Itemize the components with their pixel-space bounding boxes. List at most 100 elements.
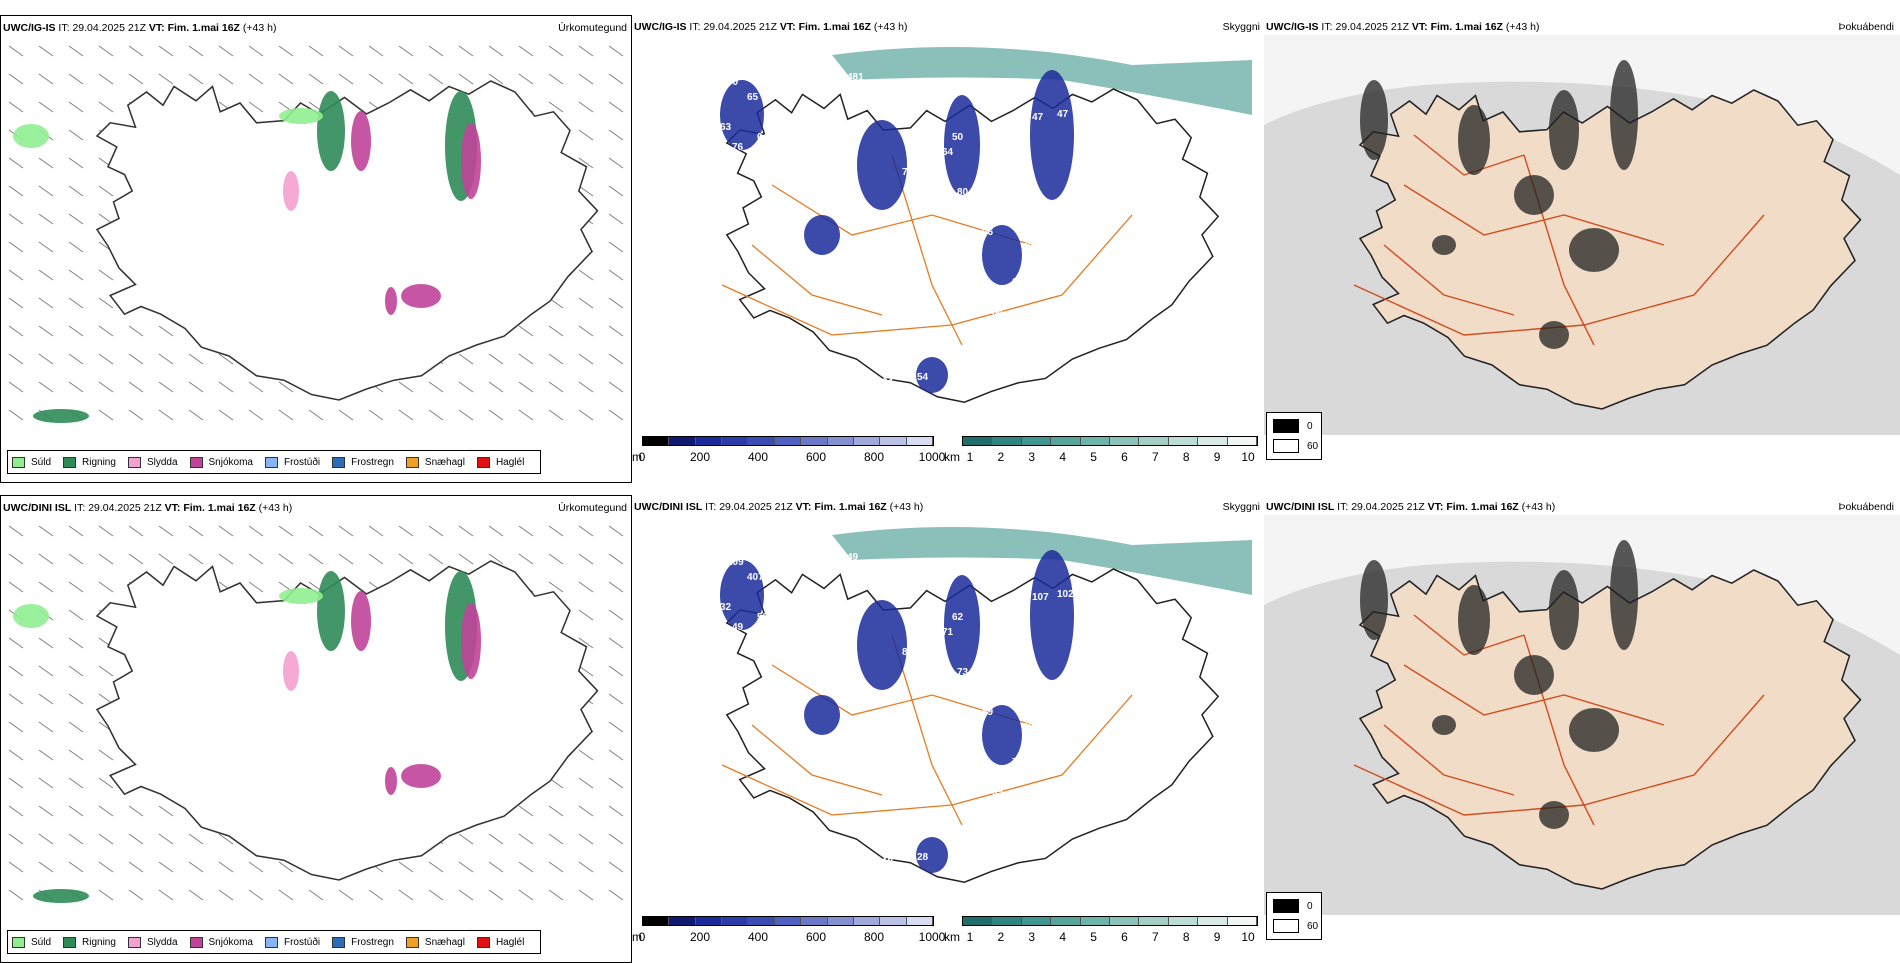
panel-type-title: Úrkomutegund	[558, 502, 627, 514]
wind-barb	[578, 861, 594, 873]
legend-item: Rigning	[63, 456, 116, 468]
precip-area	[317, 571, 345, 651]
cloud-base-value: 97	[1072, 172, 1084, 183]
colorbar-unit: m	[632, 930, 642, 944]
wind-barb	[608, 609, 624, 621]
wind-barb	[98, 297, 114, 309]
wind-barb	[398, 861, 414, 873]
wind-barb	[8, 297, 24, 309]
wind-barb	[578, 749, 594, 761]
cloud-base-value: 31	[897, 892, 909, 903]
wind-barb	[68, 45, 84, 57]
colorbar-tick: 1	[966, 930, 974, 944]
wind-barb	[98, 581, 114, 593]
wind-barb	[608, 581, 624, 593]
colorbar-segment	[1051, 917, 1081, 925]
wind-barb	[218, 45, 234, 57]
legend-label: Snæhagl	[424, 456, 465, 468]
wind-barb	[608, 861, 624, 873]
wind-barb	[608, 185, 624, 197]
panel-type-title: Þokuábendi	[1838, 21, 1894, 33]
colorbar-tick: 9	[1213, 450, 1221, 464]
low-cloud-area	[804, 215, 840, 255]
panel-type-title: Þokuábendi	[1838, 501, 1894, 513]
wind-barb	[68, 381, 84, 393]
wind-barb	[68, 185, 84, 197]
colorbar-unit: km	[944, 930, 960, 944]
fog-area	[1610, 60, 1638, 170]
legend-swatch	[264, 456, 278, 468]
colorbar-tick: 6	[1121, 930, 1128, 944]
fog-label-high: 60	[1307, 920, 1319, 932]
road-line	[1403, 664, 1665, 726]
wind-barb	[608, 325, 624, 337]
precip-area	[385, 287, 397, 315]
fog-swatch-high	[1273, 439, 1299, 453]
cloud-base-value: 04	[1072, 197, 1084, 208]
visibility-colorbar: km 1 2 3 4 5 6 7 8 9 10	[944, 436, 1262, 466]
legend-item: Frostúði	[264, 456, 320, 468]
wind-barb	[38, 525, 54, 537]
wind-barb	[98, 525, 114, 537]
wind-barb	[128, 409, 144, 421]
cloud-base-value: 76	[890, 565, 902, 576]
wind-barb	[578, 325, 594, 337]
road-line	[1383, 244, 1515, 316]
fog-label-low: 0	[1307, 900, 1313, 912]
wind-barb	[68, 777, 84, 789]
wind-barb	[8, 213, 24, 225]
wind-barb	[608, 381, 624, 393]
cloud-base-value: 72	[1042, 222, 1054, 233]
legend-swatch	[63, 936, 77, 948]
wind-barb	[8, 45, 24, 57]
wind-barb	[428, 73, 444, 85]
low-cloud-area	[982, 705, 1022, 765]
wind-barb	[98, 889, 114, 901]
cloud-base-value: 56	[1097, 752, 1109, 763]
wind-barb	[608, 889, 624, 901]
cloud-base-value: 64	[882, 377, 894, 388]
wind-barb	[488, 73, 504, 85]
wind-barb	[398, 409, 414, 421]
cloud-base-value: 78	[902, 167, 914, 178]
fog-areas	[1360, 60, 1638, 349]
cloud-base-value: 47	[1032, 112, 1044, 123]
cloud-base-value: 102	[872, 242, 889, 253]
wind-barb	[98, 749, 114, 761]
wind-barb	[8, 861, 24, 873]
wind-barb	[608, 157, 624, 169]
wind-barb	[248, 101, 264, 113]
wind-barb	[458, 889, 474, 901]
wind-barb	[8, 749, 24, 761]
road-network	[1353, 134, 1765, 346]
fog-area	[1360, 560, 1388, 640]
cloud-base-value: 38	[912, 682, 924, 693]
wind-barb	[68, 297, 84, 309]
wind-barb	[458, 381, 474, 393]
wind-barb	[98, 381, 114, 393]
wind-barb	[158, 325, 174, 337]
fog-area	[1458, 105, 1490, 175]
cloud-base-value: 75	[952, 202, 964, 213]
wind-barb	[578, 581, 594, 593]
wind-barb	[68, 241, 84, 253]
colorbar-tick: 400	[747, 450, 769, 464]
wind-barb	[38, 721, 54, 733]
legend-swatch	[476, 936, 490, 948]
wind-barb	[368, 889, 384, 901]
wind-barb	[68, 269, 84, 281]
wind-barb	[68, 805, 84, 817]
legend-item: Haglél	[476, 936, 524, 948]
wind-barb	[98, 45, 114, 57]
precip-area	[279, 588, 323, 604]
wind-barb	[338, 889, 354, 901]
wind-barb	[128, 833, 144, 845]
legend-swatch	[189, 456, 203, 468]
precip-areas	[13, 571, 481, 903]
cloud-base-value: 107	[1032, 592, 1049, 603]
legend-label: Rigning	[82, 456, 116, 468]
wind-barb	[158, 73, 174, 85]
legend-item: Slydda	[127, 936, 178, 948]
wind-barb	[578, 269, 594, 281]
